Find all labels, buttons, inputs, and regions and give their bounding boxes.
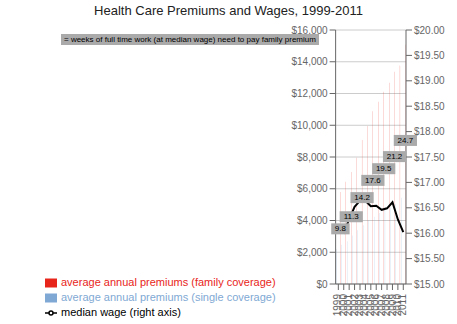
svg-text:$19.00: $19.00 <box>414 75 445 86</box>
html-text:average annual premiums (famil: average annual premiums (family coverage… <box>61 276 276 288</box>
svg-text:$16.50: $16.50 <box>414 202 445 213</box>
svg-text:19.5: 19.5 <box>376 164 392 173</box>
svg-text:$18.00: $18.00 <box>414 126 445 137</box>
svg-text:$2,000: $2,000 <box>297 247 328 258</box>
svg-text:$12,000: $12,000 <box>291 88 328 99</box>
svg-text:$18.50: $18.50 <box>414 101 445 112</box>
svg-text:$4,000: $4,000 <box>297 215 328 226</box>
svg-text:11.3: 11.3 <box>344 212 360 221</box>
svg-text:$20.00: $20.00 <box>414 25 445 36</box>
svg-text:$16,000: $16,000 <box>291 24 328 36</box>
svg-text:21.2: 21.2 <box>387 152 403 161</box>
svg-text:$19.50: $19.50 <box>414 50 445 61</box>
svg-text:24.7: 24.7 <box>398 136 414 145</box>
html-text:average annual premiums (singl: average annual premiums (single coverage… <box>61 291 276 303</box>
svg-text:$8,000: $8,000 <box>297 152 328 163</box>
svg-text:$15.50: $15.50 <box>414 253 445 264</box>
svg-text:$17.50: $17.50 <box>414 152 445 163</box>
html-text:median wage (right axis): median wage (right axis) <box>61 306 181 318</box>
html-text:= weeks of full time work (at: = weeks of full time work (at median wag… <box>64 35 316 44</box>
svg-text:$16.00: $16.00 <box>414 228 445 239</box>
svg-text:$17.00: $17.00 <box>414 177 445 188</box>
svg-text:9.8: 9.8 <box>335 224 347 233</box>
svg-text:$6,000: $6,000 <box>297 183 328 194</box>
svg-text:$15.00: $15.00 <box>414 279 445 290</box>
html-text:Health Care Premiums and Wages: Health Care Premiums and Wages, 1999-201… <box>94 3 363 18</box>
svg-text:$14,000: $14,000 <box>291 56 328 67</box>
svg-text:14.2: 14.2 <box>354 193 370 202</box>
svg-text:17.6: 17.6 <box>365 176 381 185</box>
svg-text:$10,000: $10,000 <box>291 120 328 131</box>
svg-text:$0: $0 <box>317 279 329 290</box>
svg-text:2011: 2011 <box>397 294 408 316</box>
